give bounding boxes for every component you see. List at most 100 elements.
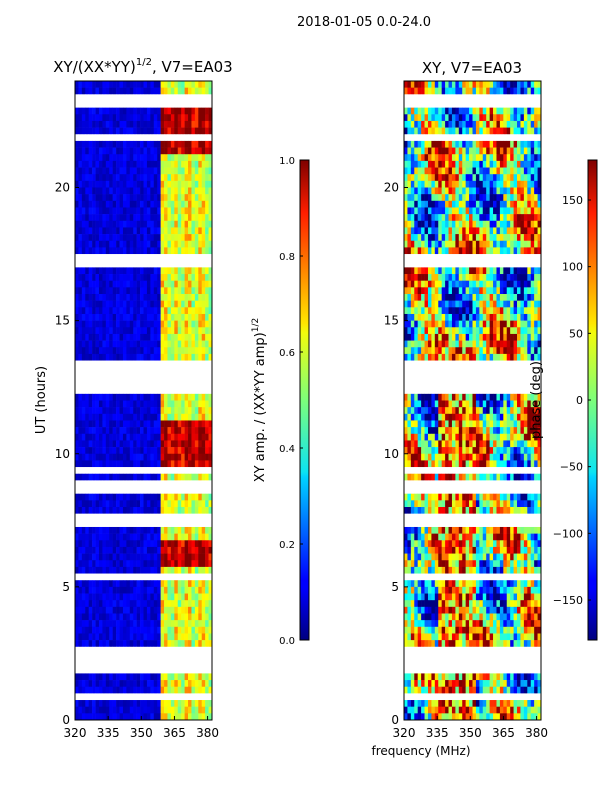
heatmap-cell bbox=[184, 127, 189, 135]
heatmap-cell bbox=[140, 207, 144, 215]
heatmap-cell bbox=[136, 160, 141, 168]
heatmap-cell bbox=[116, 114, 120, 122]
heatmap-cell bbox=[427, 81, 432, 88]
heatmap-cell bbox=[78, 566, 83, 574]
heatmap-cell bbox=[136, 287, 141, 295]
heatmap-cell bbox=[431, 160, 436, 168]
heatmap-cell bbox=[146, 287, 151, 295]
heatmap-cell bbox=[184, 81, 189, 88]
heatmap-cell bbox=[92, 87, 96, 95]
heatmap-cell-flagged bbox=[88, 646, 93, 654]
heatmap-cell bbox=[133, 154, 137, 162]
heatmap-cell bbox=[85, 227, 89, 235]
heatmap-cell bbox=[81, 167, 86, 175]
heatmap-cell bbox=[133, 180, 137, 188]
heatmap-cell bbox=[146, 626, 151, 634]
heatmap-cell bbox=[102, 227, 107, 235]
heatmap-cell bbox=[472, 114, 477, 122]
heatmap-cell-flagged bbox=[98, 260, 103, 268]
heatmap-cell-flagged bbox=[112, 367, 117, 375]
heatmap-cell bbox=[95, 546, 100, 554]
heatmap-cell bbox=[534, 200, 538, 208]
heatmap-cell bbox=[198, 147, 203, 155]
heatmap-cell bbox=[146, 613, 151, 621]
heatmap-cell bbox=[493, 107, 497, 115]
heatmap-cell bbox=[177, 706, 182, 714]
heatmap-cell bbox=[85, 626, 89, 634]
heatmap-cell-flagged bbox=[122, 653, 127, 661]
heatmap-cell bbox=[431, 214, 436, 222]
heatmap-cell bbox=[208, 160, 213, 168]
heatmap-cell bbox=[164, 280, 168, 288]
right-heatmap bbox=[404, 81, 542, 721]
heatmap-cell bbox=[119, 420, 124, 428]
heatmap-cell bbox=[78, 194, 83, 202]
heatmap-cell bbox=[88, 307, 93, 315]
heatmap-cell bbox=[167, 413, 172, 421]
heatmap-cell bbox=[102, 713, 107, 721]
heatmap-cell-flagged bbox=[167, 367, 172, 375]
heatmap-cell bbox=[126, 333, 131, 341]
heatmap-cell bbox=[167, 500, 172, 508]
heatmap-cell bbox=[198, 620, 203, 628]
heatmap-cell-flagged bbox=[417, 254, 422, 262]
heatmap-cell-flagged bbox=[153, 134, 158, 142]
heatmap-cell bbox=[194, 227, 199, 235]
heatmap-cell bbox=[105, 413, 110, 421]
heatmap-cell-flagged bbox=[208, 480, 213, 488]
heatmap-cell-flagged bbox=[188, 513, 192, 521]
heatmap-cell bbox=[513, 180, 518, 188]
heatmap-cell bbox=[160, 140, 165, 148]
heatmap-cell bbox=[191, 120, 196, 128]
heatmap-cell bbox=[445, 234, 449, 242]
heatmap-cell-flagged bbox=[201, 467, 206, 475]
heatmap-cell-flagged bbox=[98, 693, 103, 701]
heatmap-cell bbox=[164, 533, 168, 541]
heatmap-cell bbox=[201, 626, 206, 634]
heatmap-cell bbox=[95, 240, 100, 248]
heatmap-cell bbox=[109, 353, 113, 361]
heatmap-cell bbox=[85, 294, 89, 301]
heatmap-cell bbox=[95, 327, 100, 335]
heatmap-cell-flagged bbox=[92, 367, 96, 375]
heatmap-cell bbox=[407, 127, 412, 135]
heatmap-cell bbox=[208, 493, 213, 501]
heatmap-cell bbox=[455, 120, 460, 128]
heatmap-cell-flagged bbox=[112, 660, 117, 668]
heatmap-cell bbox=[475, 127, 480, 135]
heatmap-cell bbox=[136, 154, 141, 162]
heatmap-cell-flagged bbox=[170, 653, 175, 661]
heatmap-cell bbox=[164, 493, 168, 501]
heatmap-cell bbox=[92, 440, 96, 448]
heatmap-cell bbox=[98, 700, 103, 707]
heatmap-cell bbox=[194, 393, 199, 401]
heatmap-cell bbox=[85, 240, 89, 248]
heatmap-cell bbox=[472, 120, 477, 128]
heatmap-cell bbox=[133, 220, 137, 228]
heatmap-cell bbox=[112, 493, 117, 501]
heatmap-cell-flagged bbox=[537, 100, 542, 108]
heatmap-cell bbox=[472, 234, 477, 242]
heatmap-cell-flagged bbox=[205, 467, 209, 475]
heatmap-cell-flagged bbox=[109, 260, 113, 268]
heatmap-cell bbox=[537, 200, 542, 208]
heatmap-cell-flagged bbox=[105, 513, 110, 521]
heatmap-cell bbox=[174, 560, 179, 568]
heatmap-cell bbox=[208, 706, 213, 714]
heatmap-cell-flagged bbox=[181, 693, 185, 701]
heatmap-cell bbox=[92, 307, 96, 315]
heatmap-cell bbox=[205, 353, 209, 361]
heatmap-cell bbox=[191, 274, 196, 281]
heatmap-cell bbox=[88, 114, 93, 122]
heatmap-cell bbox=[157, 333, 161, 341]
heatmap-cell-flagged bbox=[181, 387, 185, 395]
heatmap-cell bbox=[92, 274, 96, 281]
heatmap-cell bbox=[95, 633, 100, 641]
heatmap-cell bbox=[208, 580, 213, 588]
heatmap-cell bbox=[513, 234, 518, 242]
heatmap-cell bbox=[530, 240, 535, 248]
heatmap-cell bbox=[143, 686, 148, 694]
heatmap-cell bbox=[98, 107, 103, 115]
heatmap-cell bbox=[75, 566, 79, 574]
x-tick-label: 380 bbox=[196, 726, 219, 740]
